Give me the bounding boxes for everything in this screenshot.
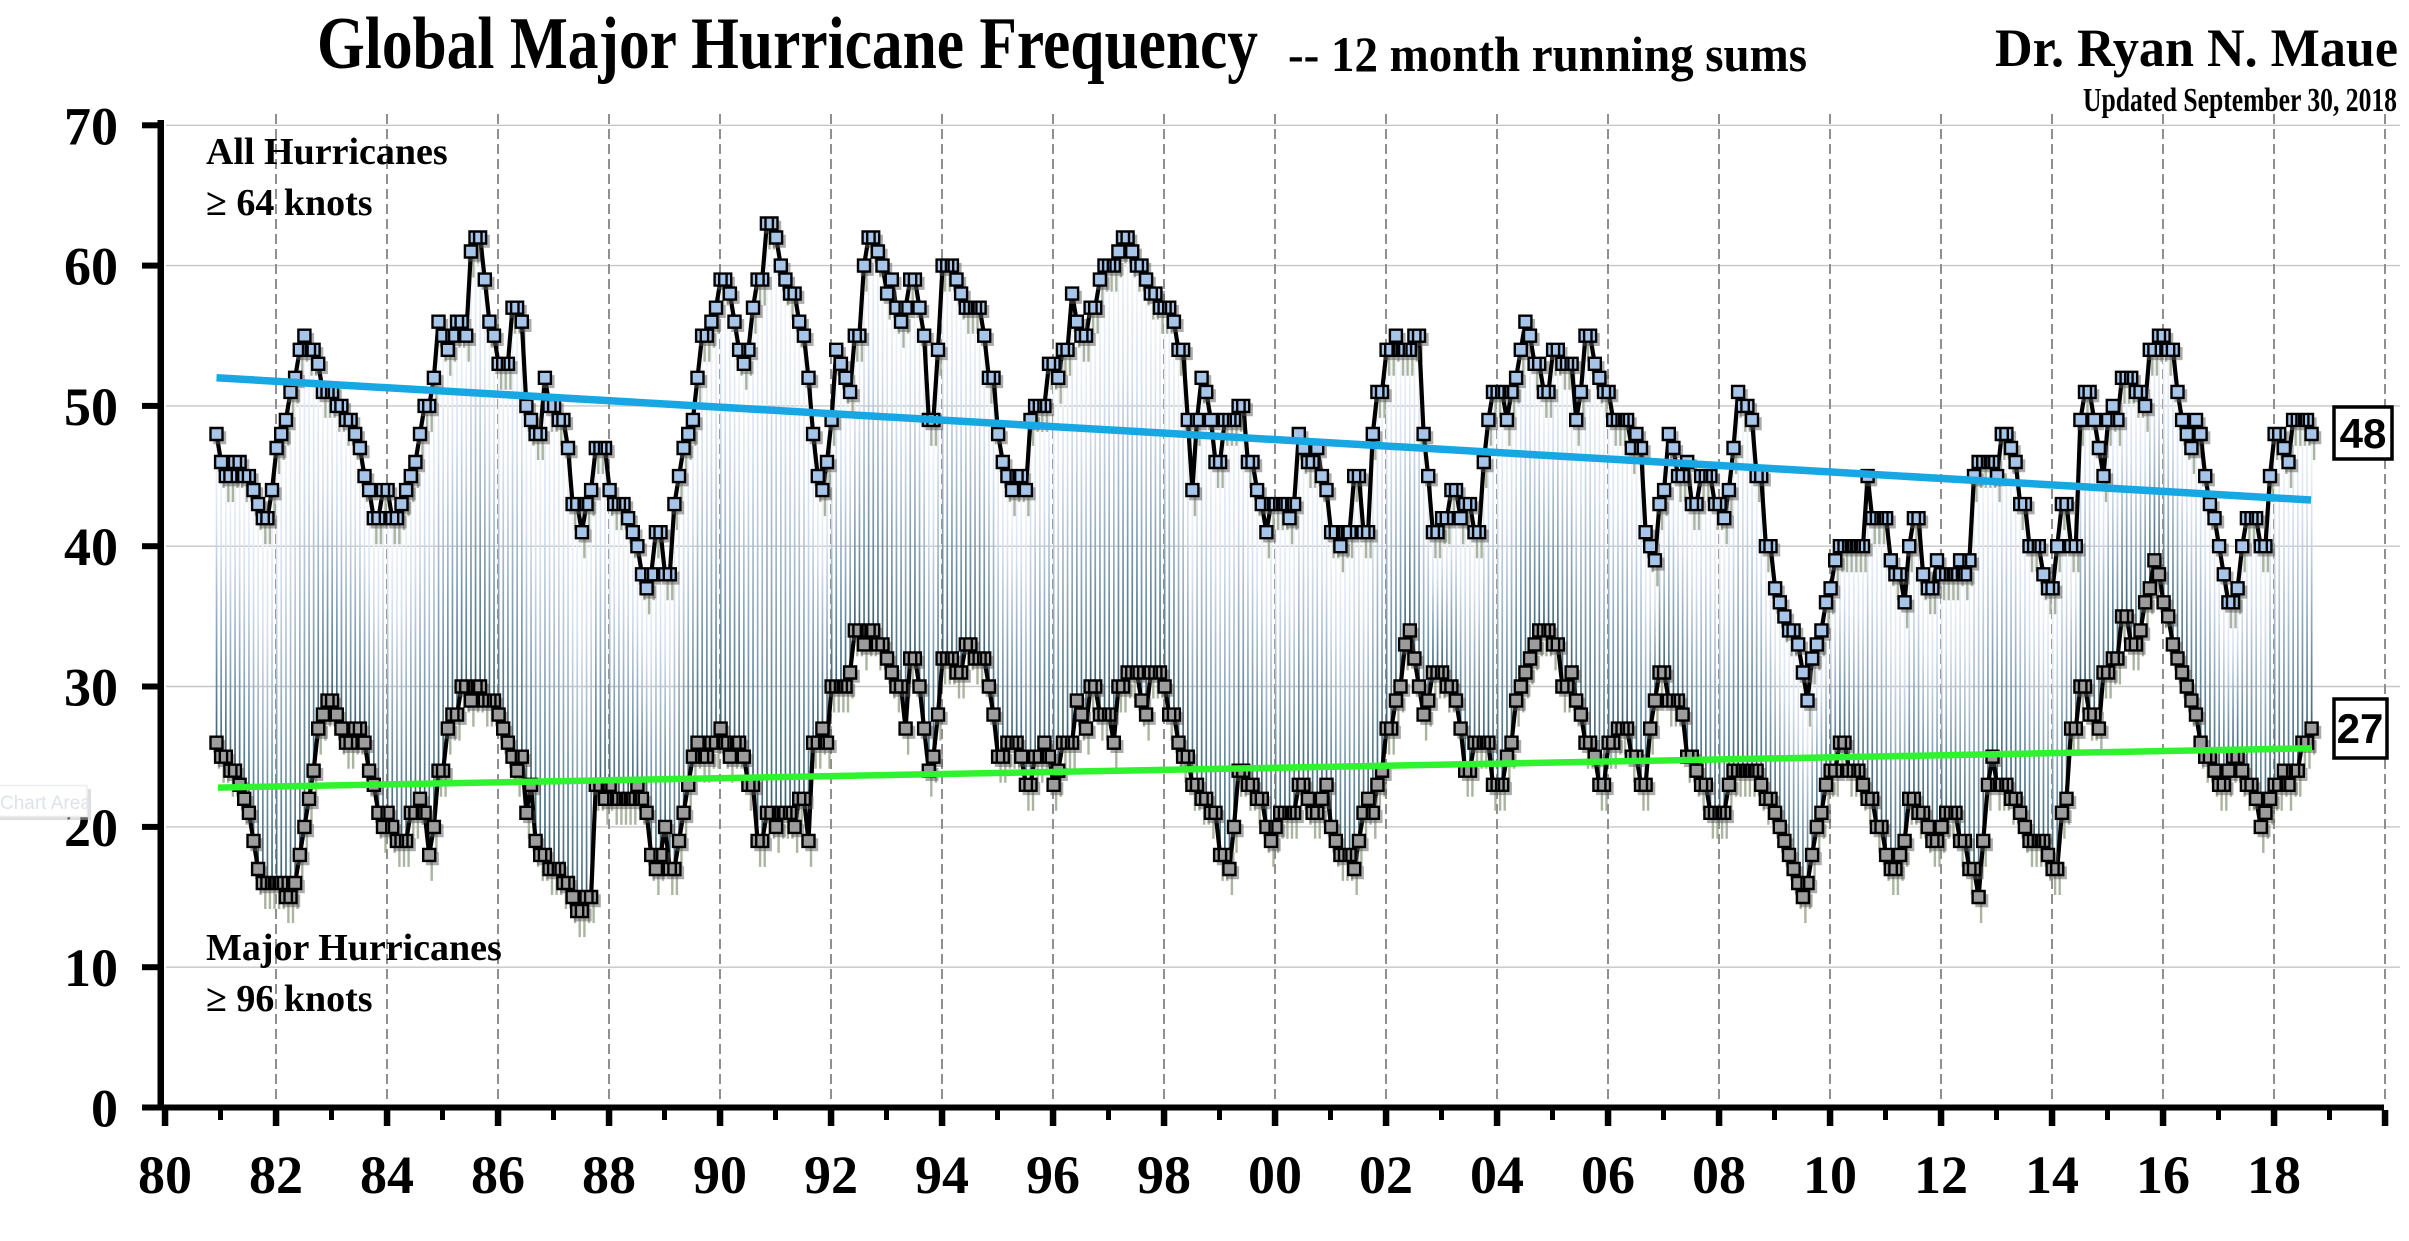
- svg-text:50: 50: [64, 377, 118, 437]
- svg-text:12: 12: [1914, 1145, 1968, 1205]
- svg-text:All Hurricanes: All Hurricanes: [206, 131, 448, 173]
- svg-text:-- 12 month running sums: -- 12 month running sums: [1288, 26, 1807, 82]
- svg-text:98: 98: [1137, 1145, 1191, 1205]
- svg-text:02: 02: [1359, 1145, 1413, 1205]
- svg-text:70: 70: [64, 96, 118, 156]
- svg-text:16: 16: [2136, 1145, 2190, 1205]
- svg-text:30: 30: [64, 658, 118, 718]
- svg-text:96: 96: [1026, 1145, 1080, 1205]
- svg-text:≥ 96 knots: ≥ 96 knots: [206, 978, 373, 1020]
- svg-text:≥ 64 knots: ≥ 64 knots: [206, 182, 373, 224]
- svg-text:14: 14: [2025, 1145, 2079, 1205]
- svg-text:Updated September 30, 2018: Updated September 30, 2018: [2083, 82, 2397, 119]
- svg-text:80: 80: [138, 1145, 192, 1205]
- svg-text:Chart Area: Chart Area: [0, 793, 91, 814]
- svg-text:Global Major Hurricane Frequen: Global Major Hurricane Frequency: [317, 3, 1258, 85]
- svg-text:82: 82: [249, 1145, 303, 1205]
- svg-text:86: 86: [471, 1145, 525, 1205]
- svg-text:04: 04: [1470, 1145, 1524, 1205]
- svg-text:40: 40: [64, 517, 118, 577]
- svg-text:84: 84: [360, 1145, 414, 1205]
- svg-text:18: 18: [2247, 1145, 2301, 1205]
- svg-text:10: 10: [64, 938, 118, 998]
- svg-text:06: 06: [1581, 1145, 1635, 1205]
- svg-text:92: 92: [804, 1145, 858, 1205]
- svg-text:10: 10: [1803, 1145, 1857, 1205]
- svg-text:48: 48: [2340, 410, 2387, 457]
- svg-text:88: 88: [582, 1145, 636, 1205]
- svg-text:00: 00: [1248, 1145, 1302, 1205]
- svg-text:27: 27: [2337, 705, 2384, 752]
- svg-text:08: 08: [1692, 1145, 1746, 1205]
- svg-text:94: 94: [915, 1145, 969, 1205]
- svg-text:Dr. Ryan N. Maue: Dr. Ryan N. Maue: [1995, 18, 2398, 78]
- svg-text:Major Hurricanes: Major Hurricanes: [206, 927, 502, 969]
- svg-text:0: 0: [91, 1079, 118, 1139]
- svg-text:60: 60: [64, 237, 118, 297]
- svg-text:90: 90: [693, 1145, 747, 1205]
